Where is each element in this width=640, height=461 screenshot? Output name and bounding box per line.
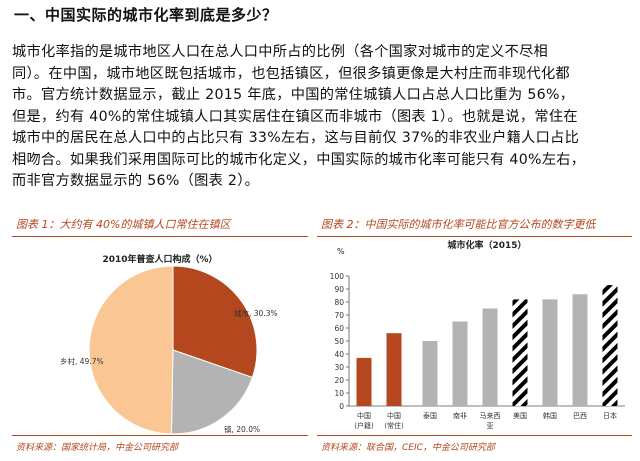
y-tick-label: 0	[339, 402, 344, 411]
figure-2-heading: 图表 2：中国实际的城市化率可能比官方公布的数字更低	[317, 214, 632, 237]
y-tick-label: 90	[334, 285, 344, 294]
figure-1-heading: 图表 1：大约有 40%的城镇人口常住在镇区	[12, 214, 308, 237]
y-tick-label: 30	[334, 363, 344, 372]
y-tick-label: 100	[330, 272, 345, 281]
paragraph-line: 城市化率指的是城市地区人口在总人口中所占的比例（各个国家对城市的定义不尽相	[12, 44, 549, 60]
pie-slice	[170, 349, 254, 435]
body-paragraph: 城市化率指的是城市地区人口在总人口中所占的比例（各个国家对城市的定义不尽相 同）…	[12, 42, 628, 193]
x-tick-label: 马来西亚	[480, 412, 501, 430]
x-tick-label: 泰国	[423, 411, 437, 420]
y-tick-label: 40	[334, 350, 344, 359]
x-tick-label: 美国	[513, 411, 527, 420]
bar	[482, 308, 498, 406]
y-tick-label: 60	[334, 324, 344, 333]
paragraph-line: 城市中的居民在总人口中的占比只有 33%左右，这与目前仅 37%的非农业户籍人口…	[12, 130, 580, 146]
bar	[422, 341, 438, 406]
section-title: 一、中国实际的城市化率到底是多少？	[14, 6, 278, 24]
pie-slice-label: 镇, 20.0%	[224, 424, 260, 434]
bar	[542, 299, 558, 406]
y-tick-label: 10	[334, 389, 344, 398]
bar-chart-title: 城市化率（2015）	[447, 239, 526, 251]
y-tick-label: 80	[334, 298, 344, 307]
figure-2-source: 资料来源：联合国，CEIC，中金公司研究部	[317, 435, 632, 460]
x-tick-label: 韩国	[543, 411, 557, 420]
paragraph-line: 同）。在中国，城市地区既包括城市，也包括镇区，但很多镇更像是大村庄而非现代化都	[12, 65, 570, 82]
bar	[452, 321, 468, 406]
x-tick-label: 南非	[453, 411, 467, 420]
pie-slice	[172, 265, 258, 379]
paragraph-line: 市。官方统计数据显示，截止 2015 年底，中国的常住城镇人口占总人口比重为 5…	[12, 87, 575, 103]
bar-chart-ylabel: %	[337, 247, 345, 256]
paragraph-line: 而非官方数据显示的 56%（图表 2）。	[12, 173, 260, 189]
x-tick-label: 中国(常住)	[384, 411, 404, 430]
y-tick-label: 70	[334, 311, 344, 320]
pie-slice-label: 城市, 30.3%	[234, 308, 278, 318]
bar	[512, 299, 528, 406]
y-tick-label: 50	[334, 337, 344, 346]
pie-chart: 2010年普查人口构成（%） 城市, 30.3% 镇, 20.0% 乡村, 49.7…	[60, 253, 278, 435]
figure-1-source: 资料来源：国家统计局，中金公司研究部	[12, 435, 308, 460]
pie-slice-label: 乡村, 49.7%	[60, 356, 104, 366]
figure-2: 图表 2：中国实际的城市化率可能比官方公布的数字更低 城市化率（2015） % …	[317, 214, 632, 460]
x-tick-label: 巴西	[573, 412, 587, 420]
figure-1: 图表 1：大约有 40%的城镇人口常住在镇区 2010年普查人口构成（%） 城市…	[12, 214, 308, 460]
bar	[356, 357, 372, 406]
x-tick-label: 中国(户籍)	[354, 411, 374, 430]
bar	[572, 294, 588, 406]
y-tick-label: 20	[334, 376, 344, 385]
paragraph-line: 但是，约有 40%的常住城镇人口其实居住在镇区而非城市（图表 1）。也就是说，常…	[12, 108, 578, 125]
paragraph-line: 相吻合。如果我们采用国际可比的城市化定义，中国实际的城市化率可能只有 40%左右…	[12, 151, 586, 168]
bar	[386, 333, 402, 406]
bar	[602, 285, 618, 406]
bar-chart: 城市化率（2015） % 0 10 20 30 40 50 60 70 80 90 100 中国(户籍…	[330, 239, 625, 430]
pie-slice	[88, 265, 174, 435]
x-tick-label: 日本	[603, 411, 617, 420]
pie-chart-title: 2010年普查人口构成（%）	[102, 253, 217, 265]
